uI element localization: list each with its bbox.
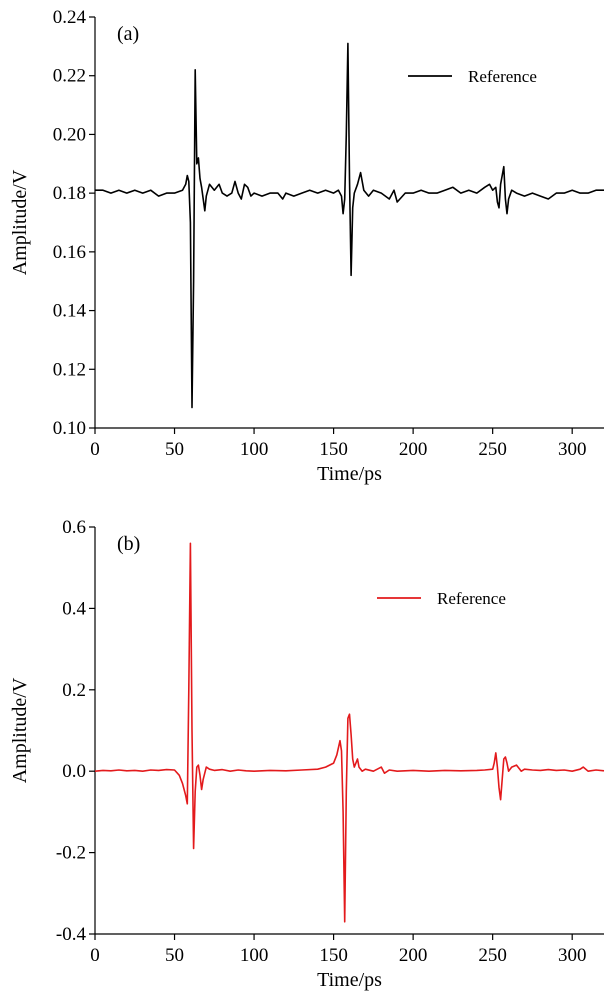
series-line-reference-a	[95, 42, 604, 409]
x-tick-label: 300	[558, 439, 587, 460]
x-tick-label: 100	[240, 439, 269, 460]
y-tick-label: 0.12	[53, 359, 86, 380]
legend-label-a: Reference	[468, 67, 537, 86]
x-axis-ticks-b: 0 50 100 150 200 250 300	[90, 934, 586, 966]
x-tick-label: 50	[165, 945, 184, 966]
x-tick-label: 0	[90, 439, 100, 460]
x-tick-label: 250	[478, 945, 507, 966]
y-tick-label: 0.14	[53, 301, 87, 322]
x-tick-label: 100	[240, 945, 269, 966]
x-tick-label: 0	[90, 945, 100, 966]
axes-b	[94, 527, 604, 935]
y-axis-ticks-b: -0.4 -0.2 0.0 0.2 0.4 0.6	[56, 517, 95, 945]
legend-b: Reference	[377, 589, 506, 608]
chart-panel-a: 0.10 0.12 0.14 0.16 0.18 0.20 0.22 0.24 0 50 100 1…	[9, 7, 604, 485]
y-tick-label: 0.0	[62, 761, 86, 782]
x-tick-label: 150	[319, 945, 348, 966]
panel-label-b: (b)	[117, 533, 140, 555]
series-group-b	[94, 542, 605, 923]
x-axis-title-a: Time/ps	[317, 463, 382, 485]
y-tick-label: -0.2	[56, 843, 86, 864]
chart-panel-b: -0.4-0.20.00.20.40.6 0 50 100 150 200 250 300 …	[9, 517, 605, 991]
y-tick-label: 0.6	[62, 517, 86, 538]
y-tick-label: 0.2	[62, 680, 86, 701]
x-tick-label: 50	[165, 439, 184, 460]
x-axis-title-b: Time/ps	[317, 969, 382, 991]
series-line-reference-b	[94, 542, 605, 923]
y-tick-label: 0.20	[53, 124, 86, 145]
x-axis-ticks-a: 0 50 100 150 200 250 300	[90, 428, 586, 460]
axes-a	[94, 17, 604, 429]
y-tick-label: 0.24	[53, 7, 87, 28]
y-axis-title-b: Amplitude/V	[9, 677, 31, 783]
x-tick-label: 150	[319, 439, 348, 460]
y-tick-label: 0.4	[62, 598, 86, 619]
series-group-a	[95, 42, 604, 409]
x-tick-label: 200	[399, 945, 428, 966]
panel-label-a: (a)	[117, 23, 139, 45]
y-tick-label: -0.4	[56, 924, 87, 945]
y-axis-title-a: Amplitude/V	[9, 169, 31, 275]
x-tick-label: 300	[558, 945, 587, 966]
x-tick-label: 200	[399, 439, 428, 460]
y-axis-ticks-a: 0.10 0.12 0.14 0.16 0.18 0.20 0.22 0.24	[53, 7, 95, 439]
legend-label-b: Reference	[437, 589, 506, 608]
legend-a: Reference	[408, 67, 537, 86]
y-tick-label: 0.10	[53, 418, 86, 439]
y-tick-label: 0.18	[53, 183, 86, 204]
y-tick-label: 0.22	[53, 66, 86, 87]
y-tick-label: 0.16	[53, 242, 86, 263]
x-tick-label: 250	[478, 439, 507, 460]
